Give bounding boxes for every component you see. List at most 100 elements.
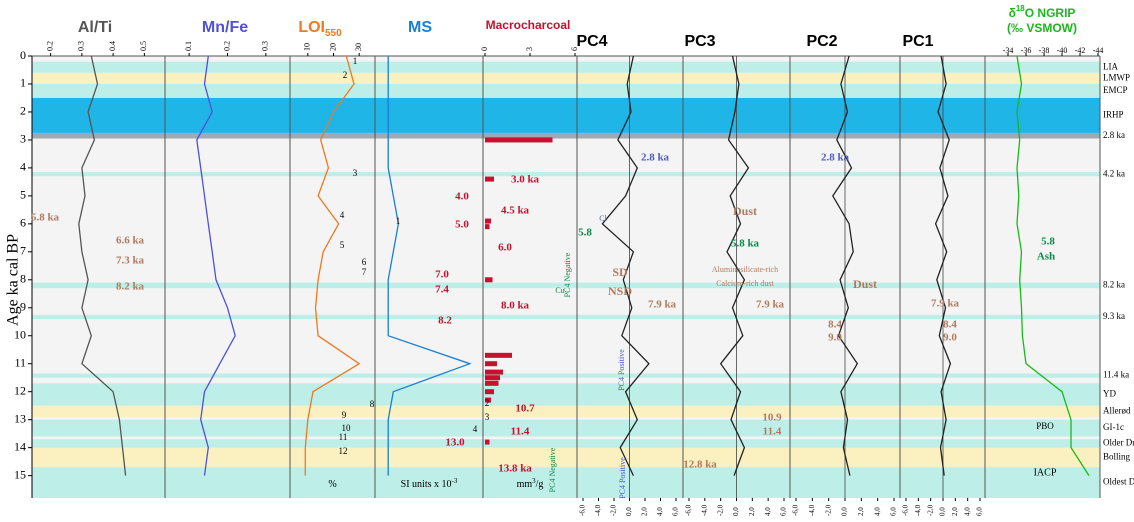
annotation: 9.0: [943, 332, 957, 344]
zone-label: LIA: [1103, 61, 1118, 71]
y-tick-label: 14: [14, 439, 26, 453]
annotation: 6.0: [498, 242, 512, 254]
annotation: 8.4: [828, 319, 842, 331]
y-tick-label: 12: [14, 383, 26, 397]
panel-title: PC1: [902, 33, 933, 50]
annotation: PC4 Positive: [618, 457, 627, 499]
panel-title: PC4: [576, 33, 607, 50]
x-tick-label: -6,0: [902, 504, 910, 516]
zone-label: YD: [1103, 389, 1116, 399]
title-text: LOI: [298, 19, 325, 36]
annotation: 2.8 ka: [641, 152, 670, 164]
y-tick-label: 1: [20, 76, 26, 90]
zone-band: [32, 467, 1100, 498]
x-tick-label: -2,0: [824, 504, 832, 516]
annotation: PC4 Negative: [563, 252, 572, 297]
unit-text: SI units x 10: [401, 479, 452, 490]
annotation: 11.4: [511, 426, 530, 438]
panel-title: MS: [408, 19, 432, 36]
title-text: δ: [1009, 6, 1016, 20]
y-tick-label: 5: [20, 188, 26, 202]
panel-title: δ18O NGRIP: [1009, 4, 1076, 20]
x-tick-label: 0.5: [139, 41, 148, 51]
unit-superscript: 3: [532, 477, 536, 485]
zone-label: 2.8 ka: [1103, 130, 1125, 140]
x-tick-label: -6,0: [579, 504, 587, 516]
zone-label: Allerød: [1103, 405, 1131, 415]
x-tick-label: 2,0: [857, 507, 865, 516]
proxy-curve: [934, 55, 952, 476]
x-tick-label: 0,0: [841, 507, 849, 516]
zone-band: [32, 282, 1100, 289]
title-text: PC2: [806, 33, 837, 50]
x-tick-label: -38: [1039, 46, 1050, 55]
annotation: Dust: [853, 277, 877, 291]
title-text: Mn/Fe: [202, 19, 248, 36]
annotation: 10.7: [515, 403, 535, 415]
title-text: PC4: [576, 33, 607, 50]
annotation: 8.2: [438, 315, 452, 327]
annotation: 4.5 ka: [501, 205, 530, 217]
x-tick-label: 4,0: [656, 507, 664, 516]
y-tick-label: 10: [14, 327, 26, 341]
charcoal-bar: [485, 218, 491, 224]
zone-label: Bolling: [1103, 451, 1131, 461]
annotation: 6: [362, 257, 367, 267]
zone-label: IRHP: [1103, 110, 1124, 120]
x-tick-label: -2,0: [926, 504, 934, 516]
annotation: Cu: [555, 286, 564, 295]
annotation: 5.8 ka: [731, 238, 760, 250]
x-tick-label: 0.4: [108, 41, 117, 51]
charcoal-bar: [485, 137, 553, 143]
charcoal-bar: [485, 369, 503, 375]
x-tick-label: 2,0: [951, 507, 959, 516]
x-tick-label: 30: [354, 43, 363, 51]
x-tick-label: 3: [525, 47, 534, 51]
x-tick-label: 0.3: [77, 41, 86, 51]
unit-label: SI units x 10-3: [401, 477, 458, 491]
unit-label: mm3/g: [517, 477, 544, 491]
annotation: PC4 Negative: [548, 447, 557, 492]
annotation: Dust: [733, 204, 757, 218]
charcoal-bar: [485, 389, 494, 395]
zone-band: [32, 61, 1100, 73]
charcoal-bar: [485, 361, 497, 367]
unit-rest: /g: [536, 479, 544, 490]
charcoal-bar: [485, 439, 490, 445]
x-tick-label: 4,0: [963, 507, 971, 516]
x-tick-label: 6,0: [976, 507, 984, 516]
x-tick-label: 6: [570, 47, 579, 51]
annotation: PC4 Positive: [617, 349, 626, 391]
y-tick-label: 15: [14, 467, 26, 481]
title-superscript: 18: [1016, 4, 1025, 13]
charcoal-bar: [485, 397, 491, 403]
y-tick-label: 13: [14, 411, 26, 425]
proxy-curve: [832, 55, 859, 476]
proxy-curve: [78, 55, 127, 476]
zone-band: [32, 419, 1100, 437]
unit-text: mm: [517, 479, 533, 490]
x-tick-label: 0,0: [732, 507, 740, 516]
annotation: 3.0 ka: [511, 174, 540, 186]
zone-band: [32, 439, 1100, 448]
charcoal-bar: [485, 352, 512, 358]
x-tick-label: -44: [1093, 46, 1104, 55]
annotation: Aluminosilicate-rich: [712, 265, 778, 274]
y-tick-label: 9: [20, 300, 26, 314]
annotation: 4: [473, 424, 478, 434]
x-tick-label: -34: [1003, 46, 1014, 55]
zone-band: [32, 447, 1100, 468]
annotation: 1: [396, 216, 401, 226]
x-tick-label: -4,0: [594, 504, 602, 516]
x-tick-label: -36: [1021, 46, 1032, 55]
unit-label: %: [328, 479, 336, 490]
y-tick-label: 11: [14, 355, 26, 369]
x-tick-label: -4,0: [914, 504, 922, 516]
x-tick-label: 0.1: [184, 41, 193, 51]
annotation: 7.3 ka: [116, 255, 145, 267]
annotation: 11.4: [763, 426, 782, 438]
title-text: Macrocharcoal: [486, 18, 571, 32]
charcoal-bar: [485, 375, 500, 381]
annotation: 8.0 ka: [501, 300, 530, 312]
